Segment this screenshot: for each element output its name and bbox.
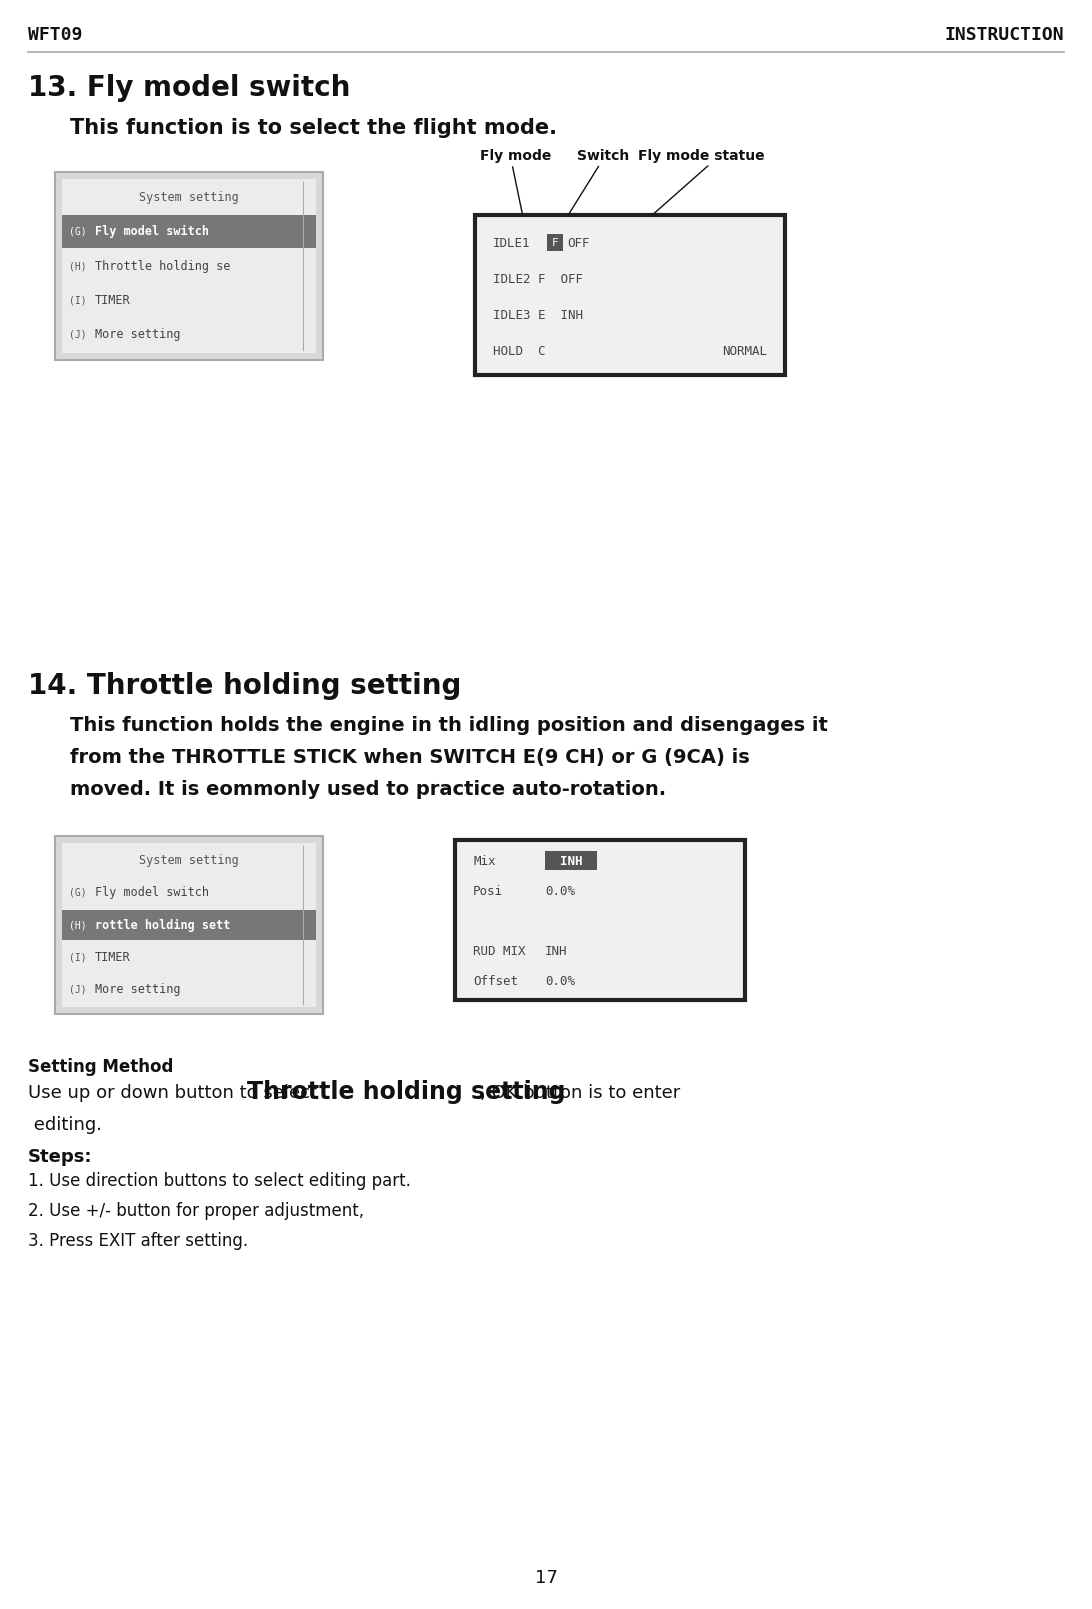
Text: IDLE1: IDLE1 — [492, 237, 531, 249]
Bar — [475, 216, 785, 375]
Text: 2. Use +/- button for proper adjustment,: 2. Use +/- button for proper adjustment, — [28, 1202, 364, 1220]
Text: 17: 17 — [535, 1569, 557, 1586]
Text: Posi: Posi — [473, 885, 503, 898]
Text: from the THROTTLE STICK when SWITCH E(9 CH) or G (9CA) is: from the THROTTLE STICK when SWITCH E(9 … — [70, 748, 750, 767]
Text: moved. It is eommonly used to practice auto-rotation.: moved. It is eommonly used to practice a… — [70, 780, 666, 800]
Text: 1. Use direction buttons to select editing part.: 1. Use direction buttons to select editi… — [28, 1171, 411, 1191]
Bar — [55, 837, 323, 1014]
Text: 0.0%: 0.0% — [545, 975, 575, 988]
Text: F: F — [551, 238, 558, 248]
Bar — [62, 909, 316, 940]
Text: 3. Press EXIT after setting.: 3. Press EXIT after setting. — [28, 1232, 248, 1250]
Text: INH: INH — [560, 854, 582, 867]
Text: IDLE3 E  INH: IDLE3 E INH — [492, 309, 583, 322]
Text: Throttle holding se: Throttle holding se — [95, 259, 230, 272]
Text: System setting: System setting — [139, 191, 239, 204]
Text: Use up or down button to select: Use up or down button to select — [28, 1084, 323, 1102]
Text: RUD MIX: RUD MIX — [473, 944, 525, 957]
Text: More setting: More setting — [95, 983, 180, 996]
Bar — [62, 843, 316, 1007]
Text: Throttle holding setting: Throttle holding setting — [247, 1080, 566, 1104]
Bar — [547, 233, 563, 251]
Text: NORMAL: NORMAL — [722, 344, 767, 357]
Text: Fly model switch: Fly model switch — [95, 887, 209, 899]
Text: Mix: Mix — [473, 854, 496, 867]
Bar — [62, 179, 316, 352]
Text: (I): (I) — [69, 953, 86, 962]
Text: , OK button is to enter: , OK button is to enter — [480, 1084, 680, 1102]
Text: This function holds the engine in th idling position and disengages it: This function holds the engine in th idl… — [70, 716, 828, 735]
Text: INSTRUCTION: INSTRUCTION — [945, 26, 1064, 43]
Text: WFT09: WFT09 — [28, 26, 82, 43]
Text: Fly mode statue: Fly mode statue — [638, 150, 764, 163]
Text: rottle holding sett: rottle holding sett — [95, 919, 230, 932]
Text: Fly mode: Fly mode — [480, 150, 551, 163]
Text: INH: INH — [545, 944, 568, 957]
Text: (H): (H) — [69, 261, 86, 270]
Text: (J): (J) — [69, 985, 86, 994]
Bar — [455, 840, 745, 1001]
Text: Switch: Switch — [577, 150, 629, 163]
Text: 14. Throttle holding setting: 14. Throttle holding setting — [28, 673, 462, 700]
Text: Fly model switch: Fly model switch — [95, 225, 209, 238]
Text: System setting: System setting — [139, 854, 239, 867]
Text: IDLE2 F  OFF: IDLE2 F OFF — [492, 272, 583, 285]
Text: This function is to select the flight mode.: This function is to select the flight mo… — [70, 117, 557, 138]
Text: 13. Fly model switch: 13. Fly model switch — [28, 74, 351, 101]
Text: (I): (I) — [69, 296, 86, 306]
Text: OFF: OFF — [567, 237, 590, 249]
Text: (G): (G) — [69, 227, 86, 237]
Text: Offset: Offset — [473, 975, 518, 988]
Text: Steps:: Steps: — [28, 1147, 93, 1167]
Text: TIMER: TIMER — [95, 951, 131, 964]
Text: TIMER: TIMER — [95, 294, 131, 307]
Text: editing.: editing. — [28, 1117, 102, 1134]
Text: (J): (J) — [69, 330, 86, 339]
Bar — [62, 216, 316, 248]
Text: Setting Method: Setting Method — [28, 1059, 174, 1076]
Text: More setting: More setting — [95, 328, 180, 341]
Text: 0.0%: 0.0% — [545, 885, 575, 898]
Text: (G): (G) — [69, 888, 86, 898]
Bar — [55, 172, 323, 360]
Text: HOLD  C: HOLD C — [492, 344, 546, 357]
Bar — [545, 851, 597, 870]
Text: (H): (H) — [69, 920, 86, 930]
